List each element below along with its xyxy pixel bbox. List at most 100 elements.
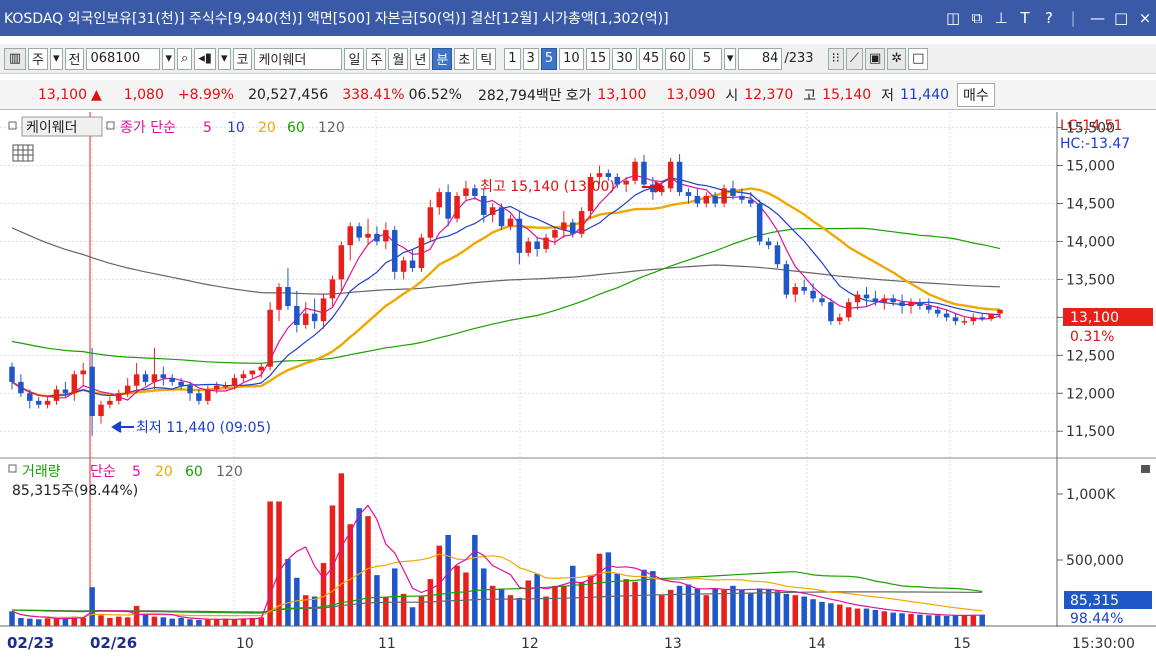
volume-tick-1000k-label: 1,000K <box>1066 487 1116 503</box>
checkbox-icon[interactable]: □ <box>908 47 929 70</box>
market-select[interactable]: 주 <box>28 47 48 70</box>
candle-body <box>917 302 923 306</box>
minimize-icon[interactable]: — <box>1090 9 1105 27</box>
page-input[interactable]: 84 <box>738 47 783 70</box>
volume-bar <box>124 617 131 626</box>
volume-bar <box>561 585 567 626</box>
volume-bar <box>543 596 549 626</box>
candle-body <box>151 374 158 382</box>
low-label: 저 <box>881 87 895 104</box>
maximize-icon[interactable]: □ <box>1114 9 1129 27</box>
volume-bar <box>98 615 104 626</box>
candle-body <box>311 313 318 322</box>
volume-bar <box>908 613 914 626</box>
hc-value: HC:-13.47 <box>1060 136 1130 152</box>
duplicate-icon[interactable]: ⧉ <box>971 9 983 27</box>
volume-bar <box>338 473 345 626</box>
code-dropdown-icon[interactable]: ▾ <box>162 47 175 70</box>
interval-15-button[interactable]: 15 <box>585 47 611 70</box>
stock-name-field[interactable]: 케이웨더 <box>254 47 343 70</box>
search-icon[interactable]: ⌕ <box>177 47 193 70</box>
volume-ma-label: 단순 <box>90 464 116 480</box>
volume-bar <box>578 581 585 626</box>
chart-area[interactable]: 케이웨더 종가 단순 5 10 20 60 120 LC:14.51 HC:-1… <box>0 112 1156 658</box>
period-minute-tab[interactable]: 분 <box>432 47 453 70</box>
candle-body <box>997 309 1003 314</box>
interval-10-button[interactable]: 10 <box>559 47 584 70</box>
pin-icon[interactable]: ⊥ <box>994 9 1008 27</box>
candle-body <box>320 298 327 322</box>
volume-bar <box>240 618 247 626</box>
ma5-line <box>11 174 1001 401</box>
line-tool-icon[interactable]: ⟋ <box>845 47 863 70</box>
open-price: 12,370 <box>744 86 794 103</box>
close-icon[interactable]: × <box>1138 9 1152 27</box>
ma-label: 종가 단순 <box>120 120 176 136</box>
interval-45-button[interactable]: 45 <box>638 47 664 70</box>
panel-settings-icon <box>1141 465 1150 473</box>
candle-body <box>409 260 416 269</box>
interval-60-button[interactable]: 60 <box>665 47 690 70</box>
candle-tool-icon[interactable]: ⁝⁝ <box>827 47 844 70</box>
sound-dropdown-icon[interactable]: ▾ <box>217 47 231 70</box>
chart-svg[interactable]: 케이웨더 종가 단순 5 10 20 60 120 LC:14.51 HC:-1… <box>0 112 1156 658</box>
volume-bar <box>178 617 184 626</box>
candle-body <box>792 287 799 295</box>
layout-icon[interactable]: ▥ <box>4 47 26 70</box>
volume-bar <box>427 579 434 626</box>
period-year-tab[interactable]: 년 <box>410 47 431 70</box>
volume-current-pct: 98.44% <box>1070 611 1123 627</box>
candle-body <box>18 381 24 394</box>
volume-bar <box>587 575 594 626</box>
interval-30-button[interactable]: 30 <box>612 47 637 70</box>
volume-bar <box>632 581 638 626</box>
volume-bar <box>18 617 24 626</box>
period-second-tab[interactable]: 초 <box>454 47 475 70</box>
volume-bar <box>534 573 540 626</box>
candle-body <box>480 195 487 215</box>
candle-body <box>703 195 710 204</box>
candle-body <box>854 294 861 303</box>
candle-body <box>98 404 104 417</box>
x-label-10: 10 <box>236 636 254 652</box>
volume-bar <box>765 589 772 626</box>
candle-body <box>80 370 86 375</box>
volume-ma120-line <box>11 591 983 613</box>
volume-bar <box>418 596 425 626</box>
volume-bar <box>810 599 816 626</box>
buy-button[interactable]: 매수 <box>957 82 995 107</box>
volume-bar <box>107 617 113 626</box>
prefix-button[interactable]: 전 <box>64 47 85 70</box>
interval-3-button[interactable]: 3 <box>522 47 539 70</box>
x-label-13: 13 <box>664 636 682 652</box>
volume-bar <box>650 571 656 626</box>
period-week-tab[interactable]: 주 <box>366 47 387 70</box>
candle-body <box>365 233 371 238</box>
stock-tag-label: 케이웨더 <box>26 120 78 136</box>
market-dropdown-icon[interactable]: ▾ <box>49 47 63 70</box>
gear-icon[interactable]: ✲ <box>887 47 907 70</box>
unit-dropdown-icon[interactable]: ▾ <box>723 47 737 70</box>
stock-code-input[interactable]: 068100 <box>86 47 161 70</box>
period-month-tab[interactable]: 월 <box>388 47 409 70</box>
period-day-tab[interactable]: 일 <box>344 47 365 70</box>
current-price: 13,100 <box>38 86 87 103</box>
volume-bar <box>463 572 469 626</box>
font-icon[interactable]: T <box>1020 9 1030 27</box>
candle-body <box>27 393 33 401</box>
restore-icon[interactable]: ◫ <box>946 9 961 27</box>
candle-body <box>765 241 772 246</box>
candle-body <box>845 302 852 318</box>
volume-bar <box>267 501 273 626</box>
candle-body <box>881 298 888 303</box>
save-icon[interactable]: ▣ <box>864 47 886 70</box>
candle-body <box>676 161 683 193</box>
volume-bar <box>35 619 42 626</box>
interval-1-button[interactable]: 1 <box>504 47 521 70</box>
unit-input[interactable]: 5 <box>691 47 722 70</box>
period-tick-tab[interactable]: 틱 <box>476 47 497 70</box>
interval-5-button[interactable]: 5 <box>540 47 558 70</box>
speaker-icon[interactable]: ◂▮ <box>194 47 216 70</box>
help-icon[interactable]: ? <box>1045 9 1053 27</box>
volume-bar <box>480 568 487 626</box>
